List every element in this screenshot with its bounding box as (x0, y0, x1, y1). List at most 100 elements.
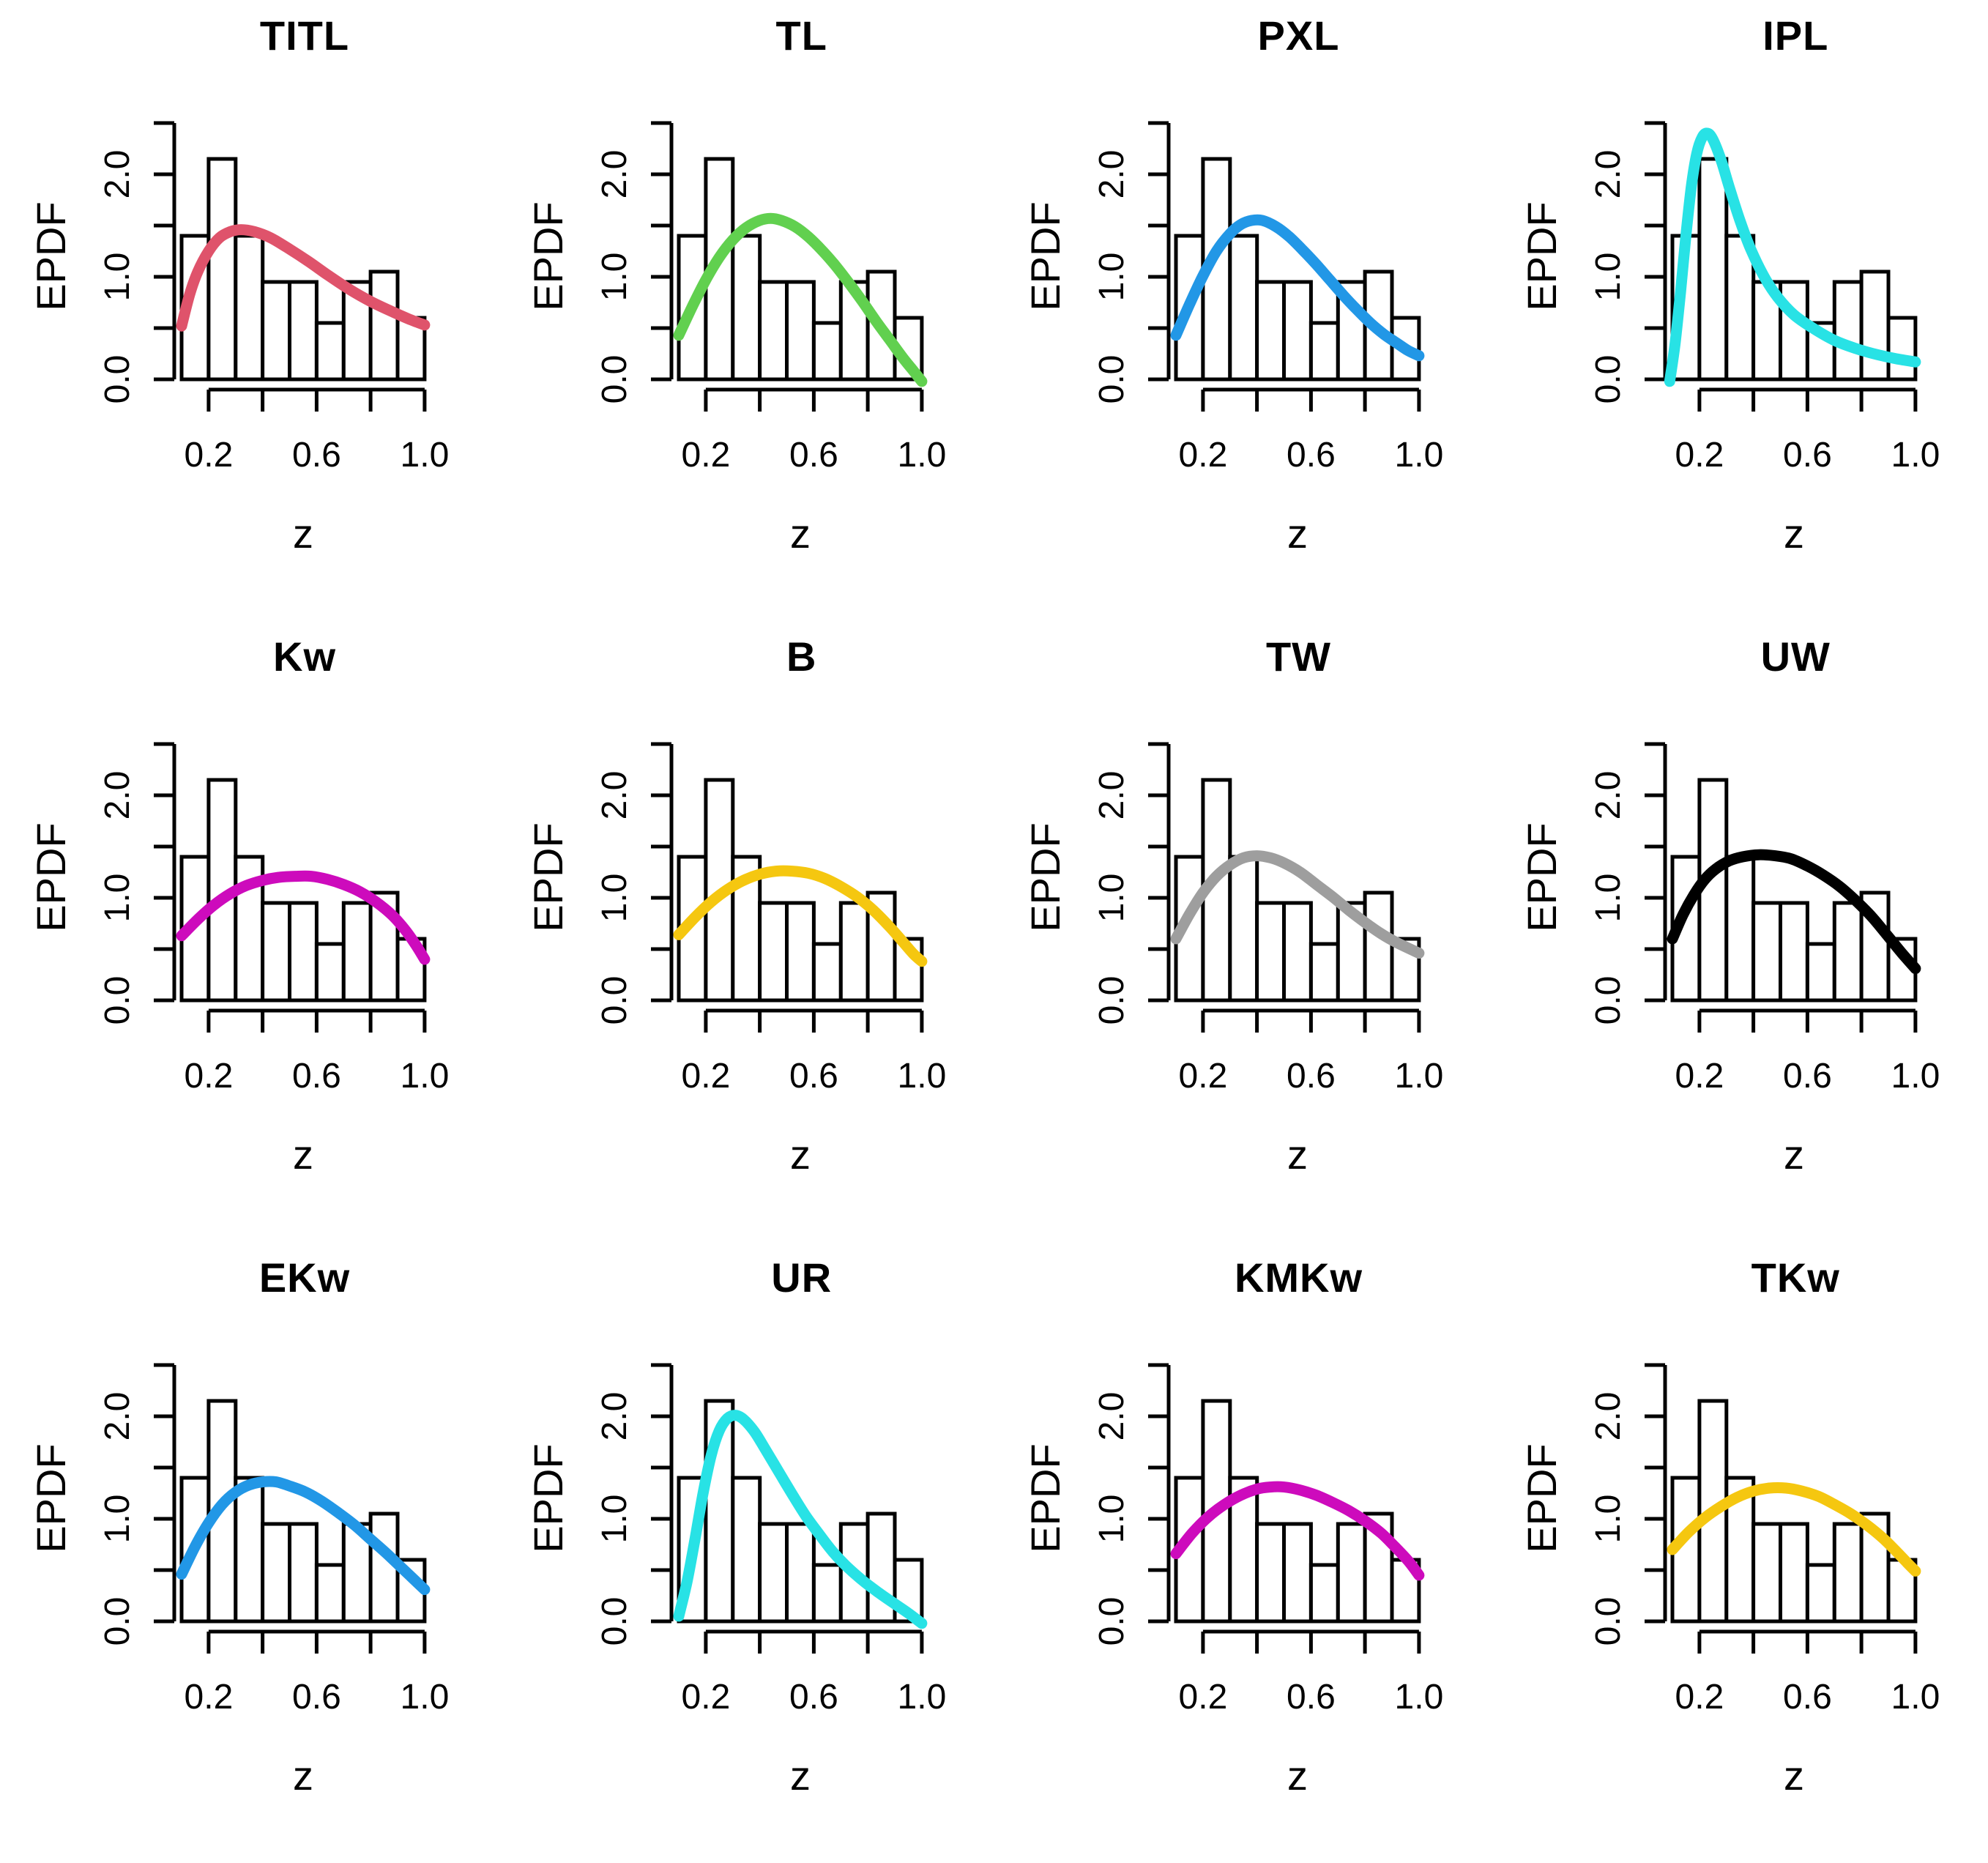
panel-tkw: TKw 0.0 1.0 2.0 0.2 0.6 1.0 EPDF z (1491, 1242, 1988, 1863)
histogram-bar (1254, 1522, 1286, 1624)
panel-ekw: EKw 0.0 1.0 2.0 0.2 0.6 1.0 EPDF z (0, 1242, 497, 1863)
density-curve (673, 1410, 928, 1629)
y-tick-label: 2.0 (1092, 1392, 1131, 1441)
x-axis-label: z (1287, 1752, 1308, 1799)
histogram-bar (1833, 901, 1864, 1003)
x-tick-label: 0.6 (789, 1678, 838, 1717)
y-tick-label: 2.0 (1092, 771, 1131, 820)
histogram-plot: 0.0 1.0 2.0 0.2 0.6 1.0 EPDF z (28, 1363, 449, 1799)
histogram-plot: 0.0 1.0 2.0 0.2 0.6 1.0 EPDF z (1519, 742, 1940, 1178)
x-tick-label: 0.6 (292, 436, 341, 475)
x-tick-label: 0.2 (1178, 436, 1227, 475)
histogram-bar (1308, 942, 1340, 1003)
panel-title: PXL (1257, 12, 1340, 59)
panel-title: IPL (1762, 12, 1829, 59)
y-tick-label: 2.0 (1589, 1392, 1628, 1441)
y-tick-label: 1.0 (98, 253, 137, 302)
x-axis-label: z (1784, 1752, 1804, 1799)
y-tick-label: 0.0 (1589, 976, 1628, 1025)
density-curve (176, 224, 431, 332)
histogram-bar (1336, 280, 1367, 382)
x-tick-label: 1.0 (401, 436, 450, 475)
y-tick-label: 2.0 (1589, 771, 1628, 820)
x-tick-label: 0.6 (1287, 1678, 1336, 1717)
x-axis-label: z (293, 1131, 313, 1178)
x-tick-label: 1.0 (1891, 1057, 1940, 1096)
y-tick-label: 1.0 (1589, 253, 1628, 302)
histogram-bar (341, 901, 373, 1003)
panel-title: TKw (1751, 1254, 1840, 1301)
histogram-bar (1281, 280, 1313, 382)
y-tick-label: 0.0 (595, 976, 634, 1025)
histogram-plot: 0.0 1.0 2.0 0.2 0.6 1.0 EPDF z (525, 121, 946, 557)
y-tick-label: 2.0 (98, 771, 137, 820)
y-tick-label: 0.0 (1092, 976, 1131, 1025)
x-tick-label: 1.0 (897, 1057, 946, 1096)
y-tick-label: 1.0 (98, 874, 137, 923)
y-tick-label: 1.0 (1589, 874, 1628, 923)
histogram-bar (1833, 280, 1864, 382)
y-tick-label: 0.0 (98, 1597, 137, 1646)
y-axis-label: EPDF (1519, 201, 1565, 310)
y-tick-label: 0.0 (98, 976, 137, 1025)
histogram-bar (288, 901, 319, 1003)
y-tick-label: 0.0 (1589, 1597, 1628, 1646)
histogram-bar (757, 1522, 789, 1624)
y-tick-label: 2.0 (595, 771, 634, 820)
y-tick-label: 0.0 (1589, 355, 1628, 404)
x-tick-label: 0.2 (681, 1678, 730, 1717)
histogram-bar (288, 280, 319, 382)
histogram-plot: 0.0 1.0 2.0 0.2 0.6 1.0 EPDF z (525, 742, 946, 1178)
x-tick-label: 1.0 (1891, 1678, 1940, 1717)
y-axis-label: EPDF (28, 822, 74, 932)
histogram-bar (1697, 157, 1729, 382)
panel-titl: TITL 0.0 1.0 2.0 0.2 0.6 1.0 EPDF z (0, 0, 497, 621)
y-tick-label: 2.0 (595, 1392, 634, 1441)
x-axis-label: z (1287, 1131, 1308, 1178)
histogram-bar (811, 942, 843, 1003)
panel-title: TW (1265, 633, 1332, 680)
histogram-bar (1833, 1522, 1864, 1624)
y-tick-label: 1.0 (98, 1495, 137, 1544)
density-curve (1667, 1481, 1921, 1577)
histogram-bar (314, 1563, 346, 1624)
x-tick-label: 0.2 (681, 1057, 730, 1096)
histogram-bar (838, 901, 870, 1003)
x-tick-label: 0.2 (185, 1057, 234, 1096)
panel-title: EKw (258, 1254, 351, 1301)
histogram-plot: 0.0 1.0 2.0 0.2 0.6 1.0 EPDF z (1022, 121, 1443, 557)
histogram-bar (234, 1476, 265, 1624)
y-tick-label: 2.0 (1092, 150, 1131, 199)
x-axis-label: z (1784, 510, 1804, 557)
panel-uw: UW 0.0 1.0 2.0 0.2 0.6 1.0 EPDF z (1491, 621, 1988, 1242)
x-tick-label: 1.0 (1394, 1678, 1443, 1717)
y-tick-label: 2.0 (98, 150, 137, 199)
density-curve (1170, 850, 1424, 959)
x-axis-label: z (293, 1752, 313, 1799)
y-tick-label: 1.0 (1589, 1495, 1628, 1544)
x-tick-label: 1.0 (1891, 436, 1940, 475)
density-curve (1667, 849, 1921, 975)
y-axis-label: EPDF (525, 822, 571, 932)
panel-title: TITL (259, 12, 350, 59)
histogram-bar (1779, 1522, 1810, 1624)
histogram-bar (1281, 1522, 1313, 1624)
panel-b: B 0.0 1.0 2.0 0.2 0.6 1.0 EPDF z (497, 621, 994, 1242)
density-curve (1664, 127, 1921, 387)
histogram-bar (731, 1476, 762, 1624)
histogram-plot: 0.0 1.0 2.0 0.2 0.6 1.0 EPDF z (28, 742, 449, 1178)
histogram-bar (261, 901, 292, 1003)
x-axis-label: z (790, 1131, 811, 1178)
density-curve (176, 870, 431, 965)
y-axis-label: EPDF (28, 201, 74, 310)
histogram-bar (1227, 234, 1259, 382)
histogram-bar (1227, 1476, 1259, 1624)
y-axis-label: EPDF (1519, 1443, 1565, 1552)
density-curve (673, 212, 928, 387)
histogram-bar (368, 269, 400, 382)
x-tick-label: 1.0 (897, 436, 946, 475)
panel-title: TL (775, 12, 827, 59)
x-tick-label: 0.2 (1675, 436, 1724, 475)
panel-pxl: PXL 0.0 1.0 2.0 0.2 0.6 1.0 EPDF z (994, 0, 1492, 621)
